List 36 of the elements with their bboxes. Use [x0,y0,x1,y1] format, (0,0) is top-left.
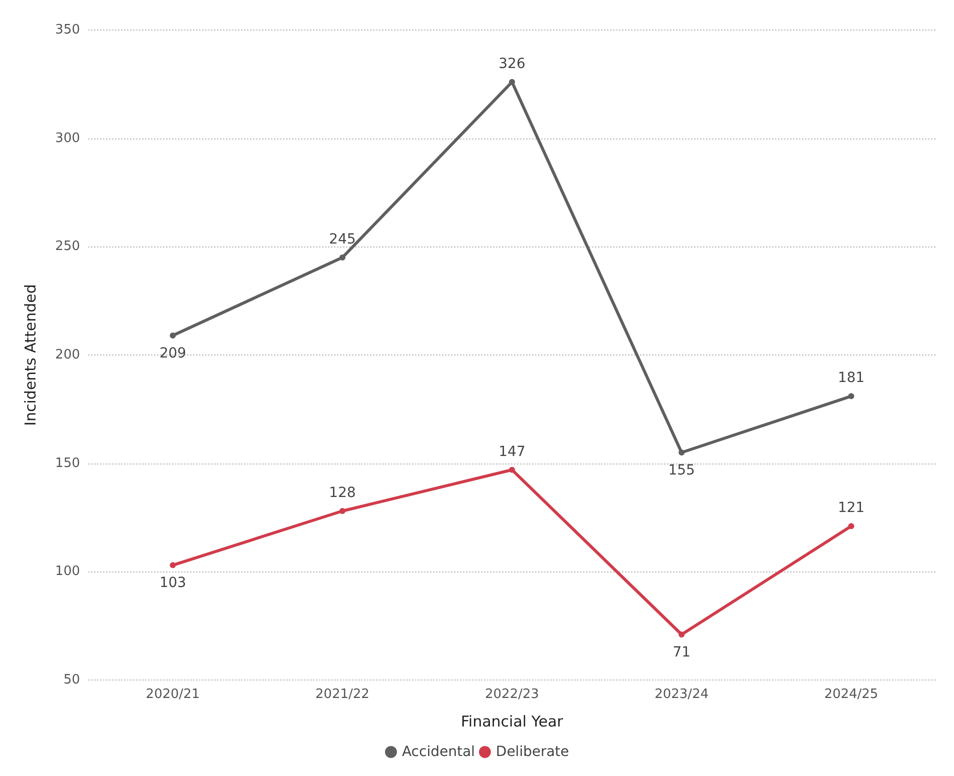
point [848,523,854,530]
data-label: 128 [329,485,356,501]
data-label: 121 [838,500,865,516]
x-tick-label: 2024/25 [824,687,878,702]
point [509,466,515,473]
point [170,562,176,568]
x-tick-label: 2022/23 [484,687,540,702]
data-label: 326 [498,56,526,72]
x-tick-label: 2023/24 [654,687,709,702]
point [170,332,176,338]
point [339,508,346,514]
data-label: 103 [159,575,186,592]
point [678,450,685,456]
y-tick-label: 300 [55,130,80,146]
point [678,632,685,638]
x-tick-label: 2021/22 [315,687,370,702]
data-label: 209 [159,346,186,362]
legend-label: Deliberate [496,744,570,760]
data-label: 181 [838,370,865,386]
legend-label: Accidental [402,744,475,760]
point [509,79,515,85]
y-tick-label: 250 [55,239,80,254]
data-label: 245 [329,232,356,248]
y-tick-label: 350 [55,22,80,38]
data-label: 155 [668,462,695,478]
y-tick-label: 50 [63,672,80,688]
point [848,393,854,400]
y-tick-label: 100 [55,564,80,580]
data-label: 71 [672,644,691,660]
data-label: 147 [498,444,526,460]
x-tick-label: 2020/21 [146,687,200,702]
y-axis-title: Incidents Attended [22,284,40,426]
y-tick-label: 200 [55,348,80,362]
point [339,254,346,260]
x-axis-title: Financial Year [460,712,564,730]
y-tick-label: 150 [55,456,80,471]
